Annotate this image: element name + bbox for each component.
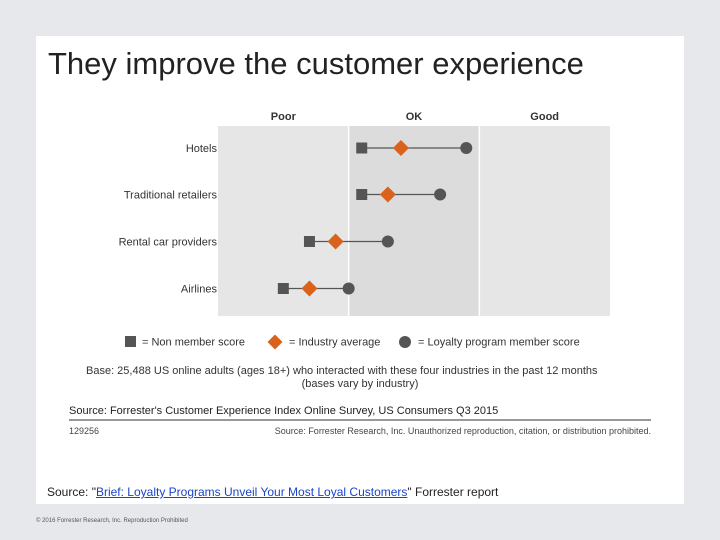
column-header: OK: [406, 111, 423, 123]
non-member-marker: [356, 142, 368, 154]
category-label: Airlines: [181, 284, 218, 296]
column-headers: Poor OK Good: [271, 111, 559, 123]
legend: = Non member score = Industry average = …: [125, 334, 580, 350]
rating-band: [348, 126, 480, 316]
legend-diamond-marker: [267, 334, 283, 350]
source-suffix: " Forrester report: [407, 485, 499, 499]
rating-band: [479, 126, 610, 316]
legend-label: = Industry average: [289, 337, 380, 349]
category-label: Traditional retailers: [124, 190, 218, 202]
legend-square-marker: [125, 336, 136, 347]
industry-average-marker: [379, 186, 396, 203]
loyalty-member-marker: [460, 142, 473, 154]
slide-title: They improve the customer experience: [48, 46, 584, 81]
non-member-marker: [277, 283, 289, 294]
legend-label: = Non member score: [142, 337, 245, 349]
non-member-marker: [303, 236, 315, 247]
base-note: Base: 25,488 US online adults (ages 18+)…: [86, 365, 598, 377]
category-labels: Hotels Traditional retailers Rental car …: [119, 143, 218, 296]
data-rows: [277, 140, 473, 297]
category-label: Hotels: [186, 143, 218, 155]
column-header: Poor: [271, 111, 297, 123]
base-note-sub: (bases vary by industry): [302, 378, 419, 390]
slide: They improve the customer experience Poo…: [36, 36, 684, 504]
footer-copyright: © 2016 Forrester Research, Inc. Reproduc…: [36, 518, 188, 524]
industry-average-marker: [327, 233, 344, 250]
loyalty-member-marker: [381, 235, 394, 248]
survey-source: Source: Forrester's Customer Experience …: [69, 405, 498, 417]
legend-circle-marker: [399, 336, 411, 348]
loyalty-member-marker: [434, 188, 447, 201]
source-citation: Source: "Brief: Loyalty Programs Unveil …: [47, 485, 498, 499]
report-link[interactable]: Brief: Loyalty Programs Unveil Your Most…: [95, 485, 408, 499]
rating-bands: [218, 126, 610, 316]
industry-average-marker: [392, 140, 409, 156]
legend-label: = Loyalty program member score: [418, 337, 580, 349]
column-header: Good: [530, 111, 559, 123]
loyalty-member-marker: [342, 282, 355, 295]
industry-average-marker: [301, 280, 318, 297]
report-id: 129256: [69, 426, 99, 436]
non-member-marker: [356, 189, 368, 200]
dot-plot-chart: Poor OK Good Hotels Traditional retailer…: [69, 111, 651, 436]
category-label: Rental car providers: [119, 237, 218, 249]
copyright-note: Source: Forrester Research, Inc. Unautho…: [275, 426, 651, 436]
source-prefix: Source: ": [47, 485, 96, 499]
